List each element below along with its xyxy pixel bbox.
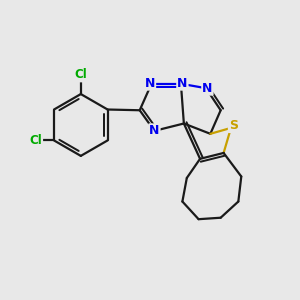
Text: S: S: [229, 119, 238, 132]
Text: Cl: Cl: [29, 134, 42, 147]
Text: Cl: Cl: [74, 68, 87, 81]
Text: N: N: [177, 77, 188, 90]
Text: N: N: [145, 77, 155, 90]
Text: N: N: [149, 124, 160, 137]
Text: N: N: [202, 82, 213, 95]
